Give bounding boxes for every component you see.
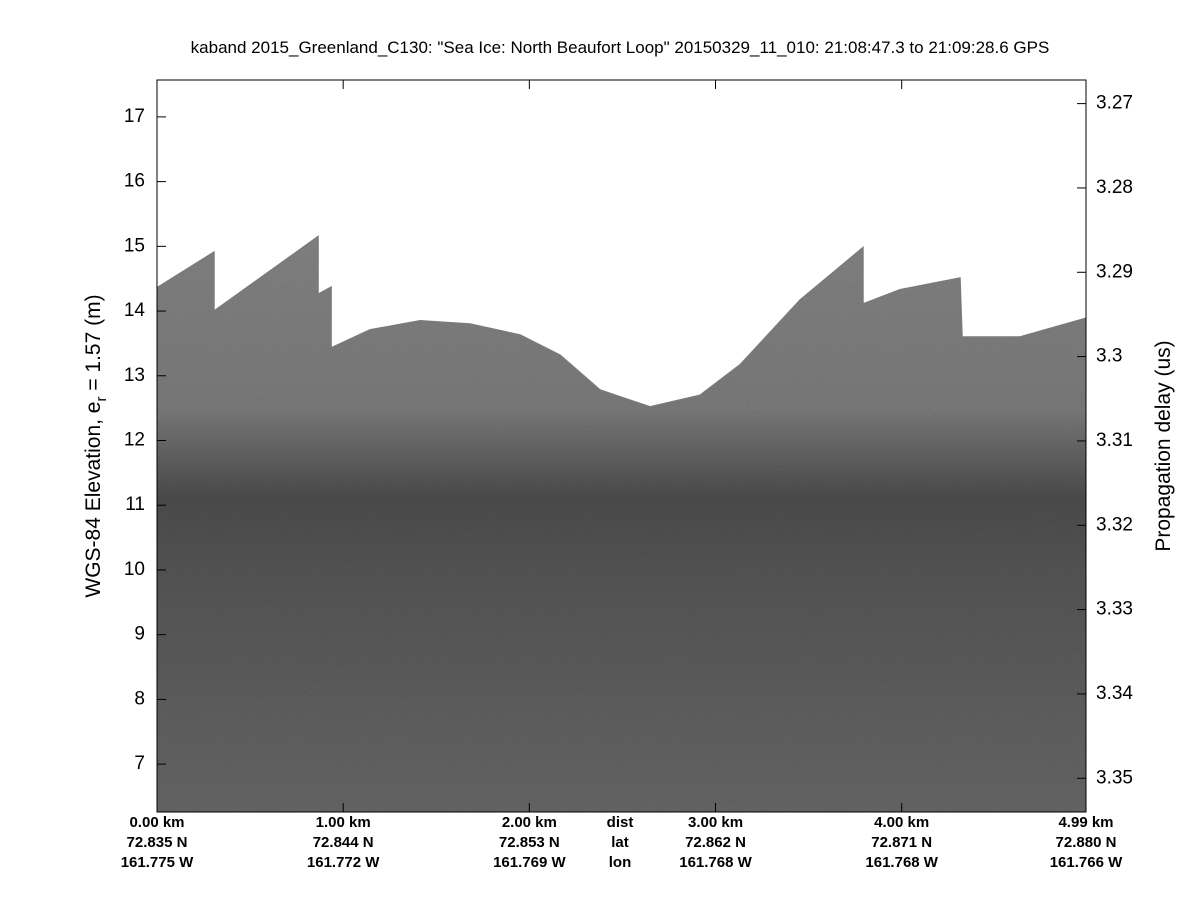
x-tick-label: 2.00 km xyxy=(502,814,557,831)
row-name: lat xyxy=(611,834,629,851)
y-tick-label: 14 xyxy=(124,300,146,321)
lat-label: 72.880 N xyxy=(1056,834,1117,851)
echogram-fill xyxy=(157,236,1086,813)
y-tick-label: 12 xyxy=(124,430,145,451)
y-tick-label: 10 xyxy=(124,559,145,580)
y-tick-label: 15 xyxy=(124,235,145,256)
x-tick-label: 1.00 km xyxy=(316,814,371,831)
y2-axis-label: Propagation delay (us) xyxy=(1152,340,1175,551)
lat-label: 72.835 N xyxy=(127,834,188,851)
y2-tick-label: 3.3 xyxy=(1096,346,1122,367)
lat-label: 72.844 N xyxy=(313,834,374,851)
chart-title: kaband 2015_Greenland_C130: "Sea Ice: No… xyxy=(191,38,1050,57)
y2-tick-label: 3.35 xyxy=(1096,767,1133,788)
lat-label: 72.862 N xyxy=(685,834,746,851)
y-label-part: = 1.57 (m) xyxy=(82,294,105,396)
y-tick-label: 7 xyxy=(134,753,145,774)
y2-tick-label: 3.32 xyxy=(1096,514,1133,535)
y-tick-label: 16 xyxy=(124,171,145,192)
y-tick-label: 8 xyxy=(134,688,145,709)
y-tick-label: 17 xyxy=(124,106,145,127)
lon-label: 161.766 W xyxy=(1050,854,1123,871)
lat-label: 72.853 N xyxy=(499,834,560,851)
y2-tick-label: 3.34 xyxy=(1096,683,1133,704)
plot-frame xyxy=(156,79,1087,813)
lat-label: 72.871 N xyxy=(871,834,932,851)
y-tick-label: 11 xyxy=(125,494,145,515)
y-tick-label: 9 xyxy=(134,624,145,645)
y2-tick-label: 3.29 xyxy=(1096,261,1133,282)
y-axis-label: WGS-84 Elevation, er = 1.57 (m) xyxy=(82,294,110,597)
y-label-subscript: r xyxy=(93,397,110,402)
x-tick-label: 3.00 km xyxy=(688,814,743,831)
y2-tick-label: 3.33 xyxy=(1096,599,1133,620)
lon-label: 161.772 W xyxy=(307,854,380,871)
row-name: dist xyxy=(607,814,634,831)
lon-label: 161.768 W xyxy=(679,854,752,871)
x-tick-label: 4.99 km xyxy=(1058,814,1113,831)
x-tick-label: 0.00 km xyxy=(129,814,184,831)
y2-tick-label: 3.27 xyxy=(1096,93,1133,114)
y2-tick-label: 3.31 xyxy=(1096,430,1133,451)
y-tick-label: 13 xyxy=(124,365,145,386)
surface-line xyxy=(156,235,1087,408)
y2-tick-label: 3.28 xyxy=(1096,177,1133,198)
lon-label: 161.769 W xyxy=(493,854,566,871)
lon-label: 161.775 W xyxy=(121,854,194,871)
x-tick-label: 4.00 km xyxy=(874,814,929,831)
y-label-part: WGS-84 Elevation, e xyxy=(82,402,105,598)
lon-label: 161.768 W xyxy=(865,854,938,871)
row-name: lon xyxy=(609,854,632,871)
